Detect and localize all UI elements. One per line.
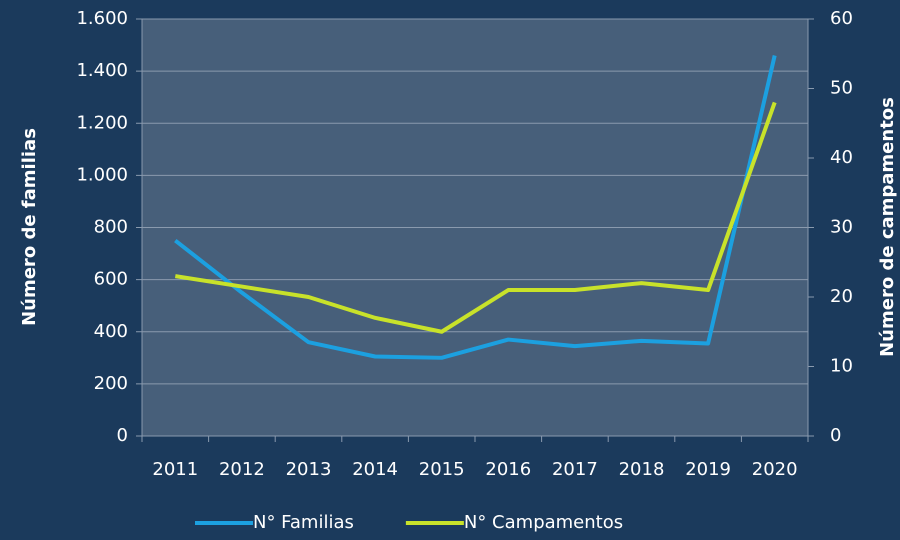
y-tick-label: 600 [94,269,128,290]
y2-tick-label: 50 [830,78,853,99]
x-tick-label: 2014 [352,459,398,480]
y2-tick-label: 40 [830,147,853,168]
x-tick-label: 2011 [152,459,198,480]
y-axis-title: Número de familias [19,128,40,326]
y-tick-label: 1.600 [76,8,128,29]
legend-label: N° Campamentos [464,512,623,533]
x-tick-label: 2012 [219,459,265,480]
series-line [174,101,777,334]
y2-tick-label: 30 [830,217,853,238]
y2-tick-label: 60 [830,8,853,29]
x-tick-label: 2016 [485,459,531,480]
y-tick-label: 1.000 [76,164,128,185]
x-tick-label: 2017 [552,459,598,480]
y-tick-label: 400 [94,321,128,342]
y2-axis-title: Número de campamentos [877,97,898,357]
x-tick-label: 2020 [752,459,798,480]
y-tick-label: 1.400 [76,60,128,81]
y2-tick-label: 0 [830,425,841,446]
x-tick-label: 2015 [419,459,465,480]
y-tick-label: 800 [94,217,128,238]
y-tick-label: 0 [117,425,128,446]
y-tick-label: 1.200 [76,112,128,133]
x-tick-label: 2013 [286,459,332,480]
y2-tick-label: 10 [830,356,853,377]
y-tick-label: 200 [94,373,128,394]
legend-label: N° Familias [253,512,354,533]
y2-tick-label: 20 [830,286,853,307]
series-line [174,55,777,360]
x-tick-label: 2018 [619,459,665,480]
x-tick-label: 2019 [685,459,731,480]
